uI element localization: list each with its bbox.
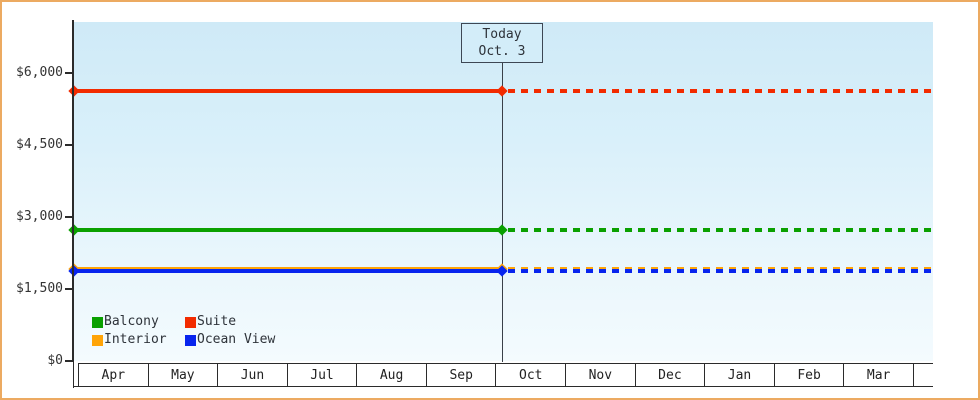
month-cell-nov: Nov: [566, 364, 636, 386]
y-tick-label: $6,000: [16, 65, 63, 80]
today-annotation-line1: Today: [482, 27, 522, 42]
y-axis-extension: [73, 361, 74, 388]
legend-label: Interior: [104, 332, 167, 347]
legend-swatch: [92, 334, 103, 346]
legend-label: Suite: [197, 314, 237, 329]
y-tick-label: $3,000: [16, 209, 63, 224]
month-cell-mar: Mar: [844, 364, 914, 386]
y-tick: [65, 72, 74, 74]
month-cell-aug: Aug: [357, 364, 427, 386]
legend-swatch: [92, 316, 103, 328]
legend-item-ocean-view: Ocean View: [185, 333, 275, 347]
today-annotation-line2: Oct. 3: [478, 44, 526, 59]
plot-area: [74, 22, 933, 361]
legend-swatch: [185, 316, 196, 328]
series-line-dotted-suite: [508, 89, 933, 93]
month-cell-jan: Jan: [705, 364, 775, 386]
month-axis-row: Apr May Jun Jul Aug Sep Oct Nov Dec Jan Feb Mar: [78, 363, 933, 387]
month-cell-empty: [913, 364, 933, 386]
series-line-solid-suite: [74, 89, 502, 93]
legend-item-suite: Suite: [185, 315, 236, 329]
today-vertical-line: [502, 62, 503, 362]
series-line-dotted-balcony: [508, 228, 933, 232]
month-cell-jun: Jun: [218, 364, 288, 386]
month-cell-may: May: [148, 364, 219, 386]
y-tick: [65, 288, 74, 290]
y-tick-label: $0: [47, 353, 63, 368]
y-tick: [65, 360, 74, 362]
y-tick: [65, 216, 74, 218]
month-cell-apr: Apr: [79, 364, 149, 386]
series-line-solid-balcony: [74, 228, 502, 232]
legend-item-interior: Interior: [92, 333, 167, 347]
today-annotation-box: Today Oct. 3: [461, 23, 543, 63]
month-cell-sep: Sep: [426, 364, 497, 386]
y-tick: [65, 144, 74, 146]
y-tick-label: $4,500: [16, 137, 63, 152]
series-line-solid-ocean-view: [74, 269, 502, 273]
month-cell-oct: Oct: [496, 364, 567, 386]
y-axis-line: [72, 20, 74, 362]
legend-label: Balcony: [104, 314, 159, 329]
legend-label: Ocean View: [197, 332, 276, 347]
legend-item-balcony: Balcony: [92, 315, 159, 329]
baseline-joint: [73, 386, 79, 387]
month-cell-jul: Jul: [287, 364, 358, 386]
legend-swatch: [185, 334, 196, 346]
month-cell-feb: Feb: [774, 364, 845, 386]
series-line-dotted-ocean-view: [508, 269, 933, 273]
y-tick-label: $1,500: [16, 281, 63, 296]
month-cell-dec: Dec: [635, 364, 706, 386]
